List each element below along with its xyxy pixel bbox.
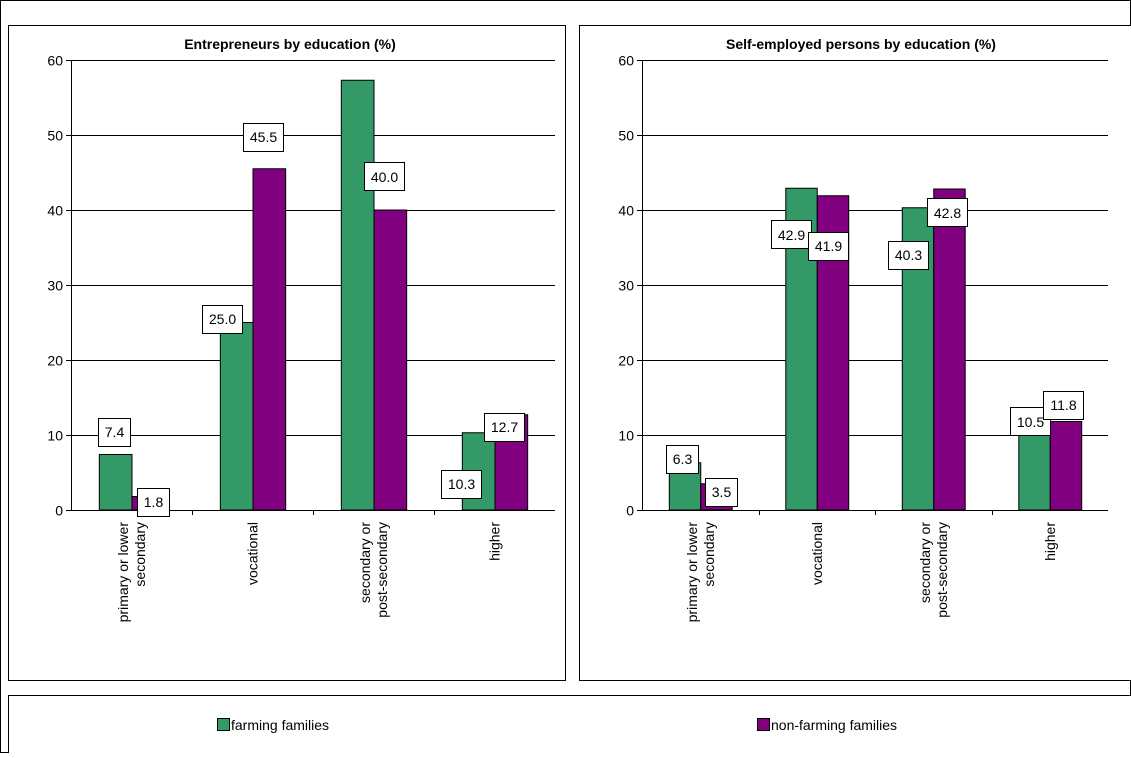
legend-swatch-farming (218, 719, 230, 731)
x-tick-label: primary or lower (684, 522, 700, 623)
chart-title: Self-employed persons by education (%) (726, 36, 996, 52)
y-tick-label: 0 (55, 503, 63, 519)
x-tick-label: secondary or (917, 522, 933, 603)
y-tick-label: 30 (47, 278, 63, 294)
x-tick-label: post-secondary (374, 522, 390, 618)
y-tick-label: 0 (626, 503, 634, 519)
data-label: 40.0 (371, 169, 398, 185)
data-label: 7.4 (105, 424, 125, 440)
x-tick-label: post-secondary (934, 522, 950, 618)
chart-area-border (9, 26, 566, 681)
y-tick-label: 20 (47, 353, 63, 369)
y-tick-label: 10 (618, 428, 634, 444)
data-label: 45.5 (250, 129, 277, 145)
legend-label-non-farming: non-farming families (771, 717, 897, 733)
bar-non-farming (934, 189, 965, 510)
data-label: 11.8 (1050, 397, 1076, 413)
y-tick-label: 40 (47, 203, 63, 219)
bar-non-farming (253, 169, 286, 510)
bar-farming (99, 455, 132, 511)
data-label: 42.9 (778, 227, 805, 243)
x-tick-label: secondary or (357, 522, 373, 603)
legend-label-farming: farming families (231, 717, 329, 733)
data-label: 42.8 (934, 205, 961, 221)
x-tick-label: vocational (245, 522, 261, 585)
data-label: 25.0 (209, 311, 236, 327)
y-tick-label: 40 (618, 203, 634, 219)
data-label: 10.3 (448, 476, 475, 492)
data-label: 1.8 (144, 494, 164, 510)
y-tick-label: 60 (618, 53, 634, 69)
data-label: 3.5 (712, 484, 732, 500)
entrepreneurs-chart: Entrepreneurs by education (%) 0 10 20 30 40… (9, 0, 566, 681)
chart-area-border (580, 26, 1131, 681)
bar-farming (1019, 431, 1050, 510)
data-label: 40.3 (895, 247, 922, 263)
legend: farming families non-farming families (9, 696, 1131, 754)
y-tick-label: 60 (47, 53, 63, 69)
y-tick-label: 50 (618, 128, 634, 144)
data-label: 41.9 (815, 238, 842, 254)
self-employed-chart: Self-employed persons by education (%) 0… (580, 26, 1131, 681)
x-tick-label: primary or lower (115, 522, 131, 623)
chart-title: Entrepreneurs by education (%) (184, 36, 396, 52)
y-tick-label: 20 (618, 353, 634, 369)
bar-non-farming (1050, 422, 1081, 511)
bar-farming (341, 80, 374, 510)
x-tick-label: secondary (701, 522, 717, 587)
x-tick-label: secondary (132, 522, 148, 587)
x-tick-label: higher (1042, 522, 1058, 561)
data-label: 12.7 (491, 419, 518, 435)
legend-border (9, 696, 1131, 754)
y-tick-label: 50 (47, 128, 63, 144)
bar-farming (220, 323, 253, 511)
x-tick-label: higher (487, 522, 503, 561)
data-label: 10.5 (1017, 414, 1044, 430)
data-label: 6.3 (673, 451, 693, 467)
legend-swatch-non-farming (758, 719, 770, 731)
y-tick-label: 10 (47, 428, 63, 444)
y-tick-label: 30 (618, 278, 634, 294)
bar-non-farming (374, 210, 407, 510)
x-tick-label: vocational (809, 522, 825, 585)
